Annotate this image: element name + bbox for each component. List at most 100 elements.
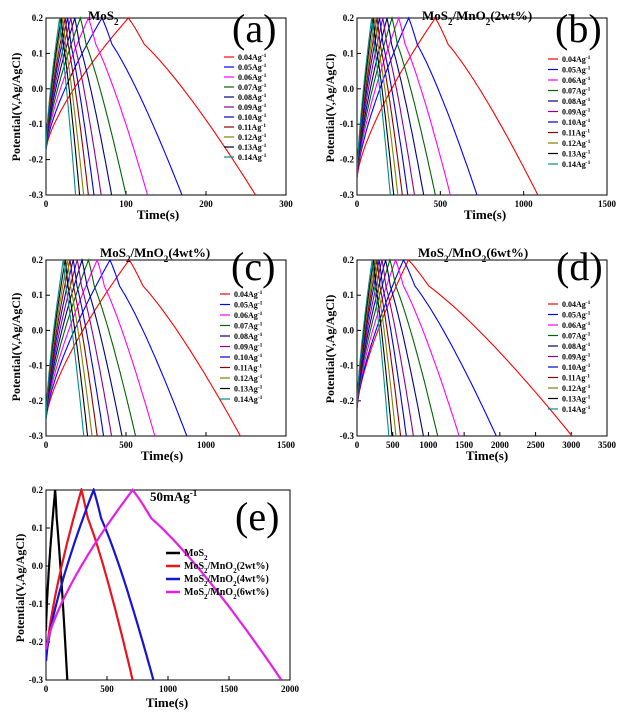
y-tick-label: 0.0: [32, 325, 44, 335]
series-line-8: [357, 259, 402, 436]
legend-label: 0.12Ag-1: [238, 133, 267, 142]
series-line-4: [46, 488, 283, 680]
x-axis-label: Time(s): [146, 695, 188, 710]
series-group: [46, 488, 283, 680]
legend-label: MoS2/MnO2(4wt%): [184, 574, 269, 588]
x-tick-label: 0: [44, 199, 49, 209]
legend-label: 0.11Ag-1: [562, 129, 590, 138]
legend-label: 0.08Ag-1: [562, 342, 591, 351]
legend-label: 0.04Ag-1: [562, 55, 591, 64]
legend-label: 0.04Ag-1: [238, 53, 267, 62]
y-tick-label: -0.1: [340, 119, 355, 129]
legend-label: 0.13Ag-1: [562, 395, 591, 404]
legend-label: 0.09Ag-1: [562, 353, 591, 362]
legend-label: 0.07Ag-1: [562, 332, 591, 341]
series-group: [46, 16, 257, 195]
series-line-4: [46, 258, 137, 436]
series-line-3: [357, 258, 460, 436]
legend-label: 0.10Ag-1: [562, 363, 591, 372]
y-tick-label: 0.2: [343, 255, 355, 265]
plot-frame: [45, 17, 287, 196]
x-tick-label: 1500: [598, 199, 617, 209]
panel-letter: (b): [555, 6, 602, 51]
x-tick-label: 1500: [220, 684, 239, 694]
x-tick-label: 0: [44, 440, 49, 450]
legend-label: 0.13Ag-1: [562, 150, 591, 159]
panel-letter: (d): [556, 244, 603, 289]
y-tick-label: 0.0: [343, 84, 355, 94]
legend-label: 0.06Ag-1: [562, 321, 591, 330]
series-group: [46, 258, 241, 436]
legend-label: 0.09Ag-1: [238, 103, 267, 112]
series-line-8: [357, 17, 403, 195]
legend-label: 0.12Ag-1: [562, 139, 591, 148]
x-tick-label: 1000: [197, 440, 216, 450]
x-axis-label: Time(s): [141, 448, 183, 463]
legend-label: MoS2: [184, 548, 208, 562]
legend-label: 0.14Ag-1: [234, 395, 263, 404]
series-line-6: [46, 259, 113, 436]
x-tick-label: 300: [279, 199, 293, 209]
y-axis-label: Potential(V,Ag/AgCl): [323, 295, 337, 404]
legend-label: 0.08Ag-1: [562, 97, 591, 106]
series-line-6: [357, 259, 414, 436]
series-line-5: [357, 17, 425, 195]
series-line-3: [46, 16, 149, 195]
legend-label: 0.07Ag-1: [238, 83, 267, 92]
y-tick-label: -0.2: [29, 155, 44, 165]
legend-label: MoS2/MnO2(2wt%): [184, 561, 269, 575]
series-line-2: [46, 488, 134, 680]
series-line-1: [357, 16, 539, 195]
legend-label: 0.07Ag-1: [562, 87, 591, 96]
panel-title: MoS2/MnO2(4wt%): [100, 245, 210, 264]
x-tick-label: 500: [434, 199, 448, 209]
y-tick-label: -0.2: [29, 396, 44, 406]
y-tick-label: -0.1: [29, 361, 44, 371]
legend-label: 0.14Ag-1: [238, 153, 267, 162]
x-tick-label: 500: [386, 440, 400, 450]
legend-label: 0.12Ag-1: [562, 384, 591, 393]
x-tick-label: 1500: [455, 440, 474, 450]
x-tick-label: 0: [355, 199, 360, 209]
y-tick-label: 0.2: [32, 485, 44, 495]
series-line-3: [46, 258, 156, 436]
x-axis-label: Time(s): [464, 207, 506, 222]
legend-label: 0.10Ag-1: [238, 113, 267, 122]
y-tick-label: -0.3: [29, 190, 44, 200]
legend-label: 0.04Ag-1: [562, 300, 591, 309]
legend-label: 0.08Ag-1: [238, 93, 267, 102]
series-line-11: [46, 259, 85, 436]
series-group: [357, 258, 573, 436]
x-tick-label: 0: [44, 684, 49, 694]
y-tick-label: 0.2: [343, 13, 355, 23]
panel-title: MoS2: [88, 8, 119, 27]
series-group: [357, 16, 539, 195]
x-tick-label: 200: [199, 199, 213, 209]
y-tick-label: -0.3: [340, 190, 355, 200]
y-tick-label: 0.0: [343, 325, 355, 335]
x-tick-label: 100: [119, 199, 133, 209]
series-line-5: [357, 259, 424, 436]
legend-label: 0.11Ag-1: [562, 374, 590, 383]
legend-label: 0.06Ag-1: [234, 311, 263, 320]
y-tick-label: 0.0: [32, 561, 44, 571]
panel-title: MoS2/MnO2(6wt%): [418, 245, 528, 264]
legend-label: 0.14Ag-1: [562, 405, 591, 414]
x-tick-label: 3500: [598, 440, 617, 450]
chart-panel-a: 0 100 200 300-0.3-0.2-0.10.00.10.20.04Ag-10…: [9, 6, 293, 222]
legend-label: 0.07Ag-1: [234, 322, 263, 331]
legend-label: 0.09Ag-1: [562, 108, 591, 117]
y-tick-label: -0.2: [340, 155, 355, 165]
x-tick-label: 2500: [527, 440, 546, 450]
series-line-4: [357, 258, 439, 436]
series-line-5: [46, 17, 113, 195]
legend-label: 0.11Ag-1: [234, 364, 262, 373]
plot-frame: [356, 259, 608, 437]
legend-label: 0.10Ag-1: [562, 118, 591, 127]
series-line-6: [357, 17, 416, 195]
series-line-11: [46, 17, 77, 195]
series-line-2: [357, 258, 497, 436]
series-line-4: [357, 16, 436, 195]
series-line-4: [46, 16, 127, 195]
